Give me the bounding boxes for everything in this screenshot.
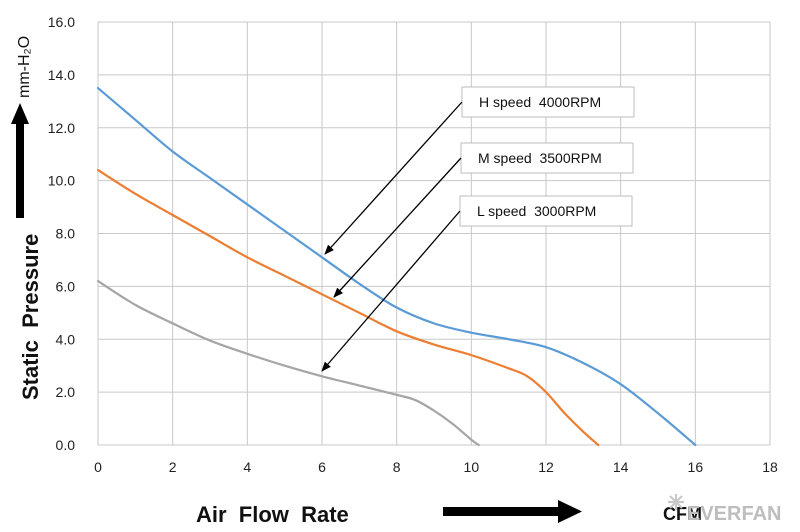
x-axis-unit: CFM [663,504,702,524]
y-axis-arrow-head [11,103,29,124]
y-tick-label: 8.0 [56,226,76,242]
series-line-h-speed [96,86,697,447]
x-tick-label: 6 [318,459,326,475]
brand-watermark-text: EVERFAN [687,503,781,525]
x-axis-title: Air Flow Rate [196,502,349,527]
x-tick-label: 8 [393,459,401,475]
annotation-l-speed-label: L speed 3000RPM [477,203,596,219]
annotation-h-speed: H speed 4000RPM [324,86,635,255]
x-tick-label: 10 [464,459,480,475]
tick-labels: 0 2 4 6 8 10 12 14 16 18 0.0 2.0 4.0 6.0 8.0 10.0 12.0 14… [48,14,778,475]
annotation-h-speed-label: H speed 4000RPM [479,94,601,110]
y-tick-label: 4.0 [56,331,76,347]
x-tick-label: 14 [613,459,629,475]
x-tick-label: 2 [169,459,177,475]
x-axis-arrow-shaft [443,507,563,516]
y-tick-label: 14.0 [48,67,75,83]
y-tick-label: 10.0 [48,173,75,189]
x-tick-label: 16 [688,459,704,475]
plot-grid [97,21,771,446]
x-tick-label: 4 [243,459,251,475]
y-axis-title: Static Pressure [18,234,43,400]
x-tick-label: 18 [762,459,778,475]
annotation-h-speed-arrow [324,101,463,255]
annotation-l-speed: L speed 3000RPM [321,195,633,372]
y-tick-label: 16.0 [48,14,75,30]
series-line-l-speed [96,279,480,447]
y-tick-label: 0.0 [56,437,76,453]
series-line-m-speed [96,168,600,447]
series-layer [96,86,697,447]
y-tick-label: 6.0 [56,278,76,294]
y-tick-label: 12.0 [48,120,75,136]
y-axis-arrow-shaft [16,122,24,218]
y-axis-unit: mm-H₂O [16,36,33,98]
y-tick-label: 2.0 [56,384,76,400]
annotation-m-speed: M speed 3500RPM [333,142,634,298]
fan-logo-icon [668,494,684,510]
annotation-l-speed-arrow [321,210,461,372]
x-axis-arrow-head [558,500,582,523]
annotation-m-speed-arrow [333,157,462,298]
x-tick-label: 0 [94,459,102,475]
brand-watermark: EVERFAN [668,494,781,525]
annotation-m-speed-label: M speed 3500RPM [478,150,602,166]
x-tick-label: 12 [538,459,554,475]
